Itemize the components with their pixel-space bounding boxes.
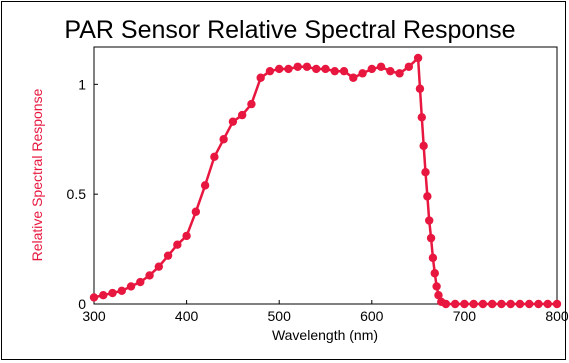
data-point: [126, 282, 136, 291]
data-point: [441, 299, 451, 309]
data-point: [321, 64, 330, 74]
data-point: [460, 299, 469, 309]
data-point: [108, 288, 117, 298]
data-point: [395, 69, 404, 78]
data-point: [173, 240, 182, 249]
chart-title: PAR Sensor Relative Spectral Response: [64, 16, 515, 44]
series-line: [93, 56, 557, 306]
data-point: [376, 62, 386, 71]
data-point: [543, 299, 552, 309]
data-point: [426, 233, 436, 243]
data-point: [191, 207, 201, 216]
x-tick-label: 300: [82, 308, 106, 324]
data-point: [506, 299, 515, 309]
data-point: [99, 291, 108, 300]
y-tick-label: 0: [78, 296, 86, 312]
data-point: [413, 53, 423, 63]
data-point: [430, 269, 439, 278]
data-point: [450, 299, 460, 309]
data-point: [228, 117, 238, 126]
data-point: [515, 299, 525, 309]
data-point: [293, 62, 302, 71]
x-axis-label: Wavelength (nm): [272, 327, 378, 343]
data-point: [265, 66, 275, 76]
data-point: [425, 216, 434, 225]
data-point: [386, 66, 395, 76]
data-point: [219, 135, 228, 144]
data-point: [419, 141, 428, 151]
x-tick-label: 600: [360, 308, 384, 324]
data-point: [432, 282, 441, 291]
data-point: [417, 113, 427, 122]
x-tick-label: 500: [268, 308, 292, 324]
plot-area: [93, 46, 558, 305]
data-point: [312, 64, 321, 74]
x-tick-label: 800: [545, 308, 569, 324]
data-point: [434, 291, 443, 300]
data-point: [182, 231, 191, 241]
data-point: [136, 277, 145, 287]
data-point: [256, 73, 265, 82]
data-point: [275, 64, 284, 74]
data-point: [339, 66, 349, 76]
data-point: [469, 299, 478, 309]
data-point: [200, 181, 210, 190]
data-point: [89, 293, 99, 302]
data-point: [428, 253, 438, 263]
data-point: [237, 110, 247, 120]
data-point: [423, 192, 432, 201]
data-point: [330, 66, 339, 76]
data-point: [478, 299, 488, 309]
data-point: [210, 152, 219, 162]
data-point: [302, 62, 312, 71]
x-axis-ticks: 300 400 500 600 700 800: [82, 300, 569, 324]
data-point: [349, 73, 358, 82]
data-point: [421, 168, 430, 177]
x-tick-label: 400: [175, 308, 199, 324]
data-point: [247, 99, 256, 109]
data-point: [534, 299, 543, 309]
plot-border: [93, 46, 558, 305]
data-point: [284, 64, 293, 74]
data-point: [552, 299, 562, 309]
data-point: [367, 64, 376, 74]
x-tick-label: 700: [453, 308, 477, 324]
data-point: [145, 271, 154, 280]
data-point: [358, 69, 367, 78]
data-point: [163, 251, 173, 260]
series-layer: [89, 53, 562, 309]
data-point: [525, 299, 534, 309]
data-point: [487, 299, 497, 309]
data-point: [117, 286, 126, 296]
data-point: [497, 299, 506, 309]
y-axis-label: Relative Spectral Response: [29, 88, 45, 261]
y-tick-label: 0.5: [67, 186, 87, 202]
data-point: [404, 62, 414, 71]
data-point: [415, 84, 425, 93]
data-point: [154, 262, 164, 271]
y-tick-label: 1: [78, 76, 86, 92]
y-axis-ticks: 00.51: [67, 76, 98, 312]
